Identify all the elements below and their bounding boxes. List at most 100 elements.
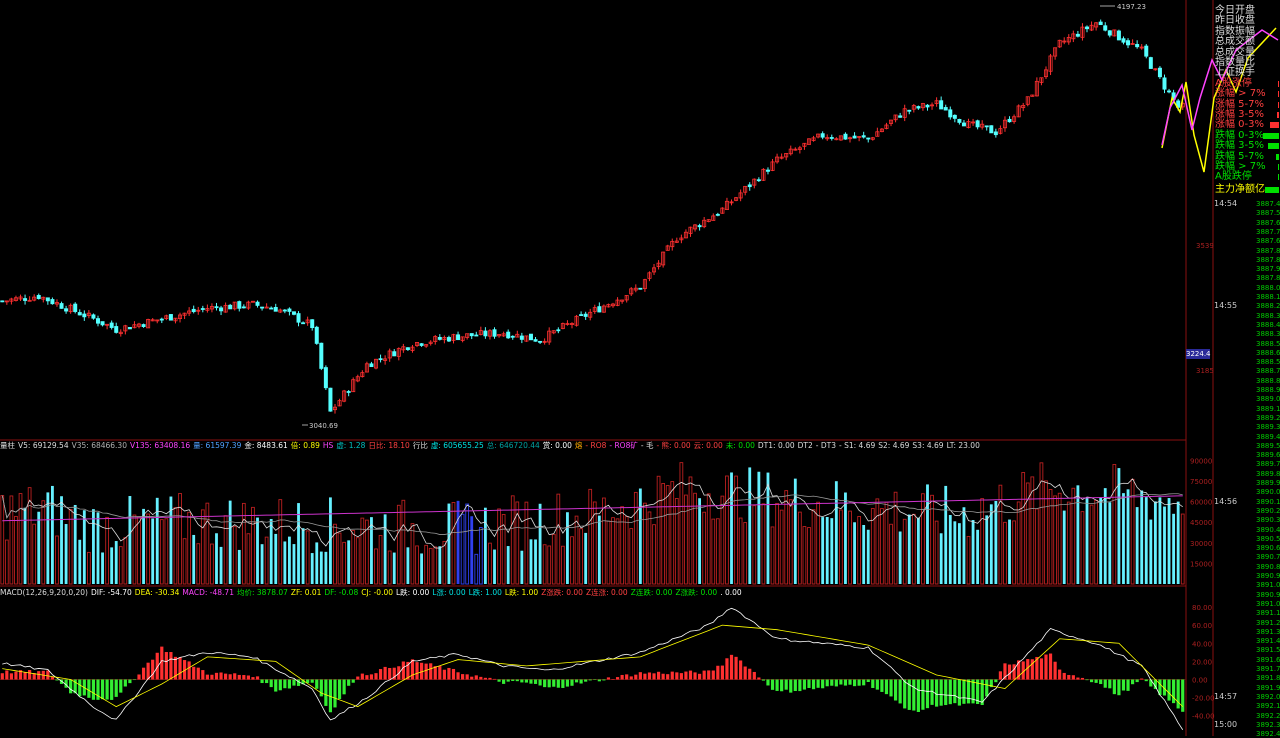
volume-bar	[378, 535, 383, 585]
candle-body	[178, 314, 183, 320]
macd-histogram-bar	[811, 679, 816, 690]
tick-price: 3890.3	[1256, 516, 1280, 525]
macd-histogram-bar	[447, 667, 451, 680]
macd-histogram-bar	[14, 671, 18, 680]
volume-bar	[602, 497, 606, 585]
macd-histogram-bar	[1021, 661, 1025, 680]
candle-body	[209, 306, 214, 310]
macd-histogram-bar	[91, 679, 96, 700]
macd-histogram-bar	[492, 678, 497, 680]
tick-price: 3892.4	[1256, 730, 1280, 738]
candle-body	[291, 311, 296, 315]
candle-body	[355, 376, 360, 382]
volume-bar	[802, 526, 807, 585]
candle-body	[182, 312, 187, 316]
tick-price: 3891.0	[1256, 599, 1280, 608]
volume-bar	[200, 509, 205, 585]
tick-time: 14:54	[1214, 199, 1238, 208]
candle-body	[305, 319, 310, 324]
candle-body	[524, 335, 529, 342]
volume-bar	[638, 488, 642, 584]
volume-bar	[848, 510, 852, 585]
macd-histogram-bar	[119, 679, 123, 693]
macd-axis-label: 80.00	[1192, 604, 1212, 612]
header-field: DEA: -30.34	[134, 588, 180, 597]
volume-bar	[853, 522, 856, 584]
volume-bar	[1057, 492, 1062, 585]
candle-body	[127, 327, 132, 330]
volume-bar	[1021, 472, 1026, 585]
macd-histogram-bar	[110, 679, 114, 700]
macd-histogram-bar	[192, 666, 196, 680]
volume-bar	[1103, 488, 1107, 584]
volume-bar	[720, 495, 725, 585]
candle-body	[943, 107, 948, 111]
macd-histogram-bar	[793, 679, 797, 691]
candle-body	[246, 301, 251, 309]
candle-body	[633, 287, 638, 291]
volume-bar	[875, 498, 880, 585]
volume-bar	[998, 484, 1003, 585]
header-field: . 0.00	[720, 588, 742, 597]
volume-bar	[173, 507, 178, 585]
macd-histogram-bar	[210, 674, 214, 680]
volume-bar	[260, 544, 264, 584]
header-field: L跌: 1.00	[468, 588, 502, 597]
volume-bar	[893, 491, 898, 585]
volume-bar	[433, 546, 438, 585]
volume-bar	[520, 550, 524, 584]
candle-body	[9, 298, 14, 302]
candle-body	[132, 324, 137, 329]
macd-histogram-bar	[821, 679, 825, 689]
macd-histogram-bar	[1080, 677, 1085, 680]
macd-histogram-bar	[1158, 679, 1162, 695]
tick-price: 3890.9	[1256, 572, 1280, 580]
volume-bar	[989, 504, 993, 584]
candle-body	[706, 219, 711, 222]
volume-bar	[738, 517, 743, 585]
volume-bar	[1016, 501, 1021, 585]
candle-body	[802, 142, 807, 147]
macd-histogram-bar	[597, 679, 601, 682]
candle-body	[711, 215, 716, 221]
volume-bar	[816, 501, 820, 585]
volume-bar	[92, 509, 95, 584]
volume-bar	[305, 530, 310, 585]
volume-bar	[118, 546, 123, 585]
candle-body	[191, 308, 196, 313]
candle-body	[934, 100, 939, 104]
candle-body	[64, 308, 69, 312]
candle-body	[323, 367, 328, 389]
tick-price: 3891.5	[1256, 646, 1280, 655]
macd-histogram-bar	[151, 659, 155, 680]
candle-body	[629, 288, 634, 295]
volume-bar	[142, 508, 145, 584]
macd-histogram-bar	[830, 679, 834, 686]
volume-bar	[730, 472, 733, 584]
candle-body	[825, 137, 830, 140]
volume-bar	[971, 520, 975, 584]
candle-body	[164, 315, 169, 320]
macd-histogram-bar	[848, 679, 852, 685]
candle-body	[141, 324, 146, 328]
volume-bar	[506, 546, 510, 584]
macd-histogram-bar	[656, 671, 661, 680]
candle-body	[506, 331, 511, 339]
macd-histogram-bar	[1035, 656, 1039, 680]
macd-histogram-bar	[538, 679, 542, 686]
volume-bar	[297, 503, 300, 584]
volume-bar	[342, 541, 346, 585]
volume-bar	[911, 513, 916, 585]
volume-bar	[82, 510, 86, 584]
tick-price: 3887.6	[1256, 237, 1280, 246]
candle-body	[597, 306, 602, 313]
candle-body	[342, 390, 347, 402]
side-panel-label: 跌幅 5-7%	[1215, 150, 1265, 162]
macd-histogram-bar	[324, 679, 328, 706]
pane-separators	[0, 0, 1214, 736]
volume-bar	[1062, 510, 1066, 584]
candle-body	[219, 307, 224, 312]
volume-axis-label: 15000	[1190, 560, 1212, 568]
candle-body	[419, 343, 424, 346]
header-field: - RO8矿	[609, 441, 638, 450]
